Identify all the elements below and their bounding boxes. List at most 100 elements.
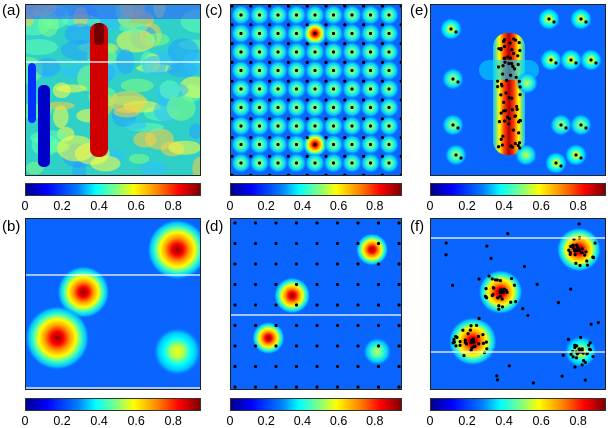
sensor-dot (274, 385, 278, 389)
sensor-dot (495, 79, 500, 83)
source-spot-3 (153, 327, 200, 376)
colorbar-f (430, 398, 606, 411)
sensor-dot (559, 123, 563, 127)
noise-patch (109, 90, 147, 114)
sensor-dot (569, 287, 573, 291)
sensor-dot (452, 340, 456, 344)
sensor-dot (454, 153, 458, 157)
sensor-dot (512, 283, 517, 287)
sensor-dot (498, 294, 502, 298)
sensor-dot (343, 136, 347, 140)
sensor-dot (497, 145, 501, 149)
sensor-dot (459, 156, 463, 160)
sensor-dot (335, 385, 340, 389)
sensor-dot (571, 246, 575, 250)
sensor-dot (495, 378, 500, 382)
sensor-dot (239, 161, 243, 165)
colorbar-c (230, 183, 402, 196)
sensor-dot (517, 141, 522, 145)
sensor-dot (294, 262, 299, 266)
sensor-dot (350, 124, 354, 128)
sensor-dot (481, 341, 485, 345)
sensor-dot (561, 353, 565, 357)
sensor-dot (239, 142, 243, 147)
sensor-dot (458, 339, 462, 344)
sensor-dot (294, 364, 299, 369)
sensor-dot (239, 50, 243, 54)
sensor-dot (399, 98, 401, 102)
sensor-dot (491, 292, 495, 297)
sensor-dot (505, 290, 509, 294)
sensor-dot (231, 173, 234, 175)
sensor-dot (350, 87, 354, 91)
sensor-dot (535, 282, 539, 286)
colorbar-tick-f-1: 0.2 (458, 414, 476, 428)
sensor-dot (574, 153, 578, 157)
sensor-dot (387, 31, 391, 36)
sensor-dot (253, 364, 258, 369)
scatter-spot (515, 144, 537, 166)
sensor-dot (376, 364, 381, 369)
high-streak-core (94, 23, 104, 45)
sensor-dot (503, 119, 507, 123)
sensor-dot (350, 31, 354, 36)
colorbar-tick-c-2: 0.4 (293, 199, 312, 213)
sensor-dot (331, 124, 336, 128)
colorbar-tick-b-1: 0.2 (53, 414, 71, 428)
sensor-dot (399, 117, 401, 121)
sensor-dot (343, 79, 347, 83)
sensor-dot (305, 60, 309, 64)
sensor-dot (575, 352, 579, 356)
sensor-dot (233, 303, 237, 307)
sensor-dot (573, 365, 577, 369)
sensor-dot (268, 173, 272, 175)
colorbar-tick-e-3: 0.6 (532, 199, 550, 213)
sensor-dot (450, 283, 455, 287)
sensor-dot (571, 243, 575, 247)
sensor-dot (511, 64, 515, 68)
source-spot-1 (274, 277, 311, 314)
sensor-dot (397, 303, 401, 307)
sensor-dot (496, 296, 500, 300)
sensor-dot (335, 262, 340, 266)
sensor-dot (510, 108, 514, 112)
sensor-dot (324, 154, 328, 158)
noise-patch (141, 56, 166, 76)
sensor-dot (239, 105, 243, 110)
sensor-dot (593, 241, 597, 245)
sensor-dot (387, 87, 391, 91)
sensor-dot (356, 262, 360, 266)
sensor-dot (579, 17, 583, 21)
scatter-spot (516, 72, 538, 94)
sensor-dot (274, 344, 278, 348)
sensor-dot (458, 343, 462, 347)
sensor-dot (362, 154, 366, 158)
sensor-dot (518, 85, 522, 89)
sensor-dot (531, 381, 535, 385)
sensor-dot (380, 136, 384, 140)
sensor-dot (305, 173, 309, 175)
sensor-dot (502, 44, 507, 49)
sensor-dot (315, 385, 319, 389)
noise-patch (26, 39, 58, 56)
noise-patch (189, 123, 200, 139)
sensor-dot (521, 307, 525, 311)
sensor-dot (451, 77, 455, 81)
sensor-dot (510, 145, 514, 149)
panel-label-b: (b) (2, 218, 21, 235)
sensor-dot (584, 126, 588, 130)
sensor-dot (274, 262, 278, 266)
sensor-dot (335, 282, 340, 287)
sensor-dot (257, 87, 262, 91)
sensor-dot (462, 354, 466, 358)
sensor-dot (362, 79, 366, 83)
sensor-dot (464, 342, 469, 346)
sensor-dot (286, 5, 290, 8)
sensor-dot (294, 50, 299, 54)
sensor-dot (376, 282, 381, 287)
sensor-dot (509, 61, 514, 66)
sensor-dot (253, 323, 258, 328)
sensor-dot (376, 303, 381, 307)
sensor-dot (356, 241, 360, 246)
sensor-dot (294, 282, 299, 287)
